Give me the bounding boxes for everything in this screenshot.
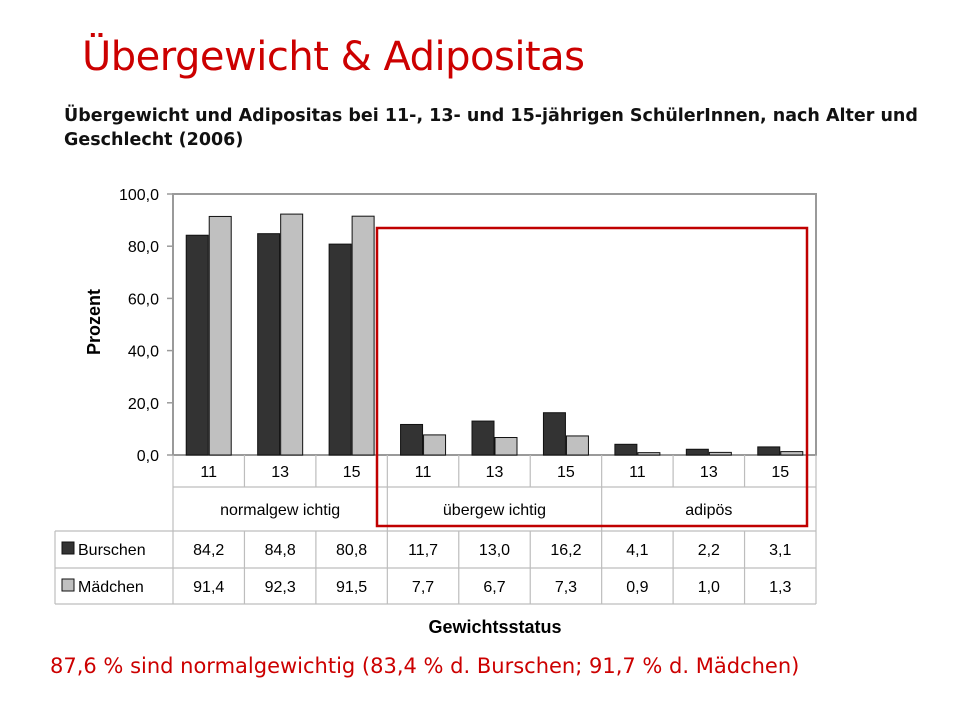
y-tick-label: 80,0 [128,239,159,256]
y-tick-label: 100,0 [119,187,159,204]
x-tick-label: 15 [771,464,789,481]
data-label: 16,2 [550,542,581,559]
bar-maedchen [780,451,804,456]
data-label: 13,0 [479,542,510,559]
slide-title: Übergewicht & Adipositas [82,34,585,80]
y-axis-label: Prozent [84,289,104,355]
bar-burschen [757,446,781,456]
data-label: 1,0 [698,579,720,596]
data-label: 3,1 [769,542,791,559]
x-tick-label: 15 [343,464,361,481]
legend-swatch-burschen [61,541,75,555]
footer-text: 87,6 % sind normalgewichtig (83,4 % d. B… [50,654,800,678]
bar-burschen [542,412,566,456]
bar-burschen [471,420,495,456]
x-tick-label: 13 [700,464,718,481]
data-label: 84,2 [193,542,224,559]
legend-label: Mädchen [78,579,144,596]
data-label: 80,8 [336,542,367,559]
bar-burschen [257,233,281,456]
bar-maedchen [280,213,304,456]
legend-label: Burschen [78,542,146,559]
data-label: 11,7 [408,542,438,559]
data-label: 2,2 [698,542,720,559]
data-label: 7,3 [555,579,577,596]
bar-burschen [614,443,638,456]
bar-maedchen [708,451,732,456]
data-label: 91,5 [336,579,367,596]
x-tick-label: 11 [629,464,646,481]
data-label: 4,1 [626,542,648,559]
bar-burschen [185,234,209,456]
bar-maedchen [637,452,661,456]
bar-maedchen [494,437,518,456]
group-label: adipös [685,502,732,519]
bar-burschen [400,423,424,456]
x-tick-label: 13 [486,464,504,481]
y-tick-label: 0,0 [137,448,159,465]
x-tick-label: 13 [271,464,289,481]
highlight-box [375,226,809,528]
legend-swatch-maedchen [61,578,75,592]
bar-maedchen [423,434,447,456]
bar-maedchen [208,215,232,456]
chart-title: Übergewicht und Adipositas bei 11-, 13- … [64,106,918,150]
y-tick-label: 60,0 [128,291,159,308]
y-tick-label: 40,0 [128,344,159,361]
data-label: 6,7 [483,579,505,596]
bar-burschen [685,448,709,456]
data-label: 7,7 [412,579,434,596]
bar-maedchen [351,215,375,456]
data-label: 92,3 [265,579,296,596]
x-tick-label: 15 [557,464,575,481]
y-tick-label: 20,0 [128,396,159,413]
group-label: normalgew ichtig [220,502,340,519]
data-label: 0,9 [626,579,648,596]
data-label: 91,4 [193,579,224,596]
data-label: 84,8 [265,542,296,559]
x-tick-label: 11 [415,464,432,481]
bar-burschen [328,243,352,456]
group-label: übergew ichtig [443,502,546,519]
x-axis-label: Gewichtsstatus [428,617,561,637]
x-tick-label: 11 [200,464,217,481]
data-label: 1,3 [769,579,791,596]
bar-maedchen [565,435,589,456]
